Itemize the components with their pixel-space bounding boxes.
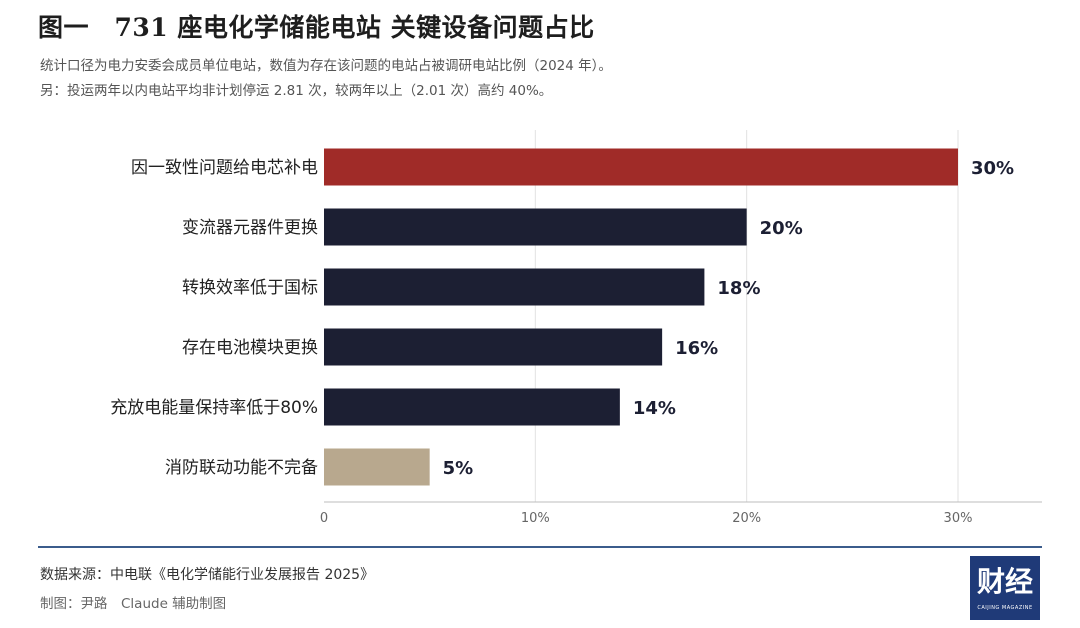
bar-3 — [324, 328, 663, 366]
category-label-5: 消防联动功能不完备 — [165, 458, 318, 478]
chart-subtitle: 统计口径为电力安委会成员单位电站，数值为存在该问题的电站占被调研电站比例（202… — [40, 58, 612, 74]
value-label-4: 14% — [633, 398, 676, 419]
logo-text: 财经 — [976, 565, 1033, 598]
value-label-3: 16% — [675, 338, 718, 359]
bar-5 — [324, 448, 430, 486]
bar-4 — [324, 388, 620, 426]
caijing-logo: 财经 CAIJING MAGAZINE — [970, 556, 1040, 620]
value-label-5: 5% — [443, 458, 474, 479]
bar-2 — [324, 268, 705, 306]
category-label-0: 因一致性问题给电芯补电 — [131, 158, 318, 178]
category-label-1: 变流器元器件更换 — [182, 218, 318, 238]
value-label-2: 18% — [717, 278, 760, 299]
chart-credit: 制图：尹路 Claude 辅助制图 — [40, 596, 227, 612]
x-tick-label-0: 0 — [320, 511, 328, 526]
x-tick-label-2: 20% — [732, 511, 761, 526]
x-tick-label-1: 10% — [521, 511, 550, 526]
category-label-4: 充放电能量保持率低于80% — [110, 398, 318, 418]
bar-0 — [324, 148, 958, 186]
chart-note: 另：投运两年以内电站平均非计划停运 2.81 次，较两年以上（2.01 次）高约… — [40, 83, 553, 99]
data-source: 数据来源：中电联《电化学储能行业发展报告 2025》 — [40, 567, 375, 583]
bar-1 — [324, 208, 747, 246]
footer-divider — [38, 546, 1042, 548]
chart-title: 图一 731 座电化学储能电站 关键设备问题占比 — [38, 13, 595, 42]
x-tick-label-3: 30% — [944, 511, 973, 526]
category-label-3: 存在电池模块更换 — [182, 338, 318, 358]
value-label-1: 20% — [760, 218, 803, 239]
value-label-0: 30% — [971, 158, 1014, 179]
logo-subtext: CAIJING MAGAZINE — [977, 605, 1033, 611]
bar-chart: 0 10% 20% 30% 因一致性问题给电芯补电 30% 变流器元器件更换 20% 转换效率低… — [110, 130, 1042, 526]
category-label-2: 转换效率低于国标 — [182, 278, 318, 298]
